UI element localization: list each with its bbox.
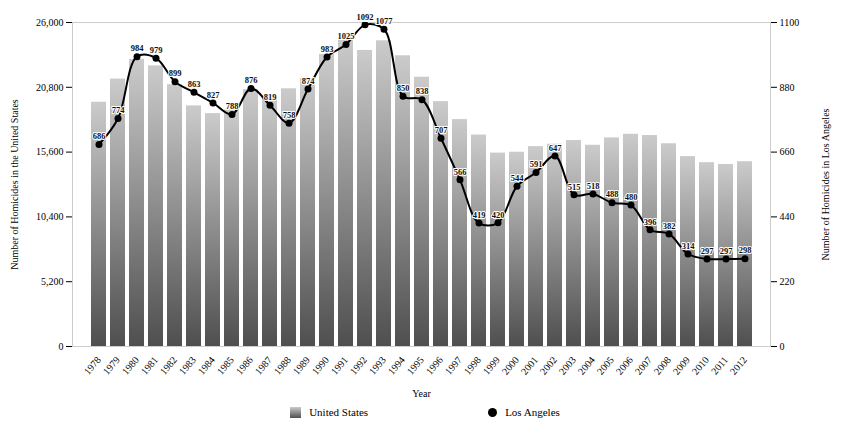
svg-text:10,400: 10,400 <box>36 211 64 222</box>
svg-text:874: 874 <box>302 76 316 86</box>
svg-text:2002: 2002 <box>538 354 559 376</box>
svg-text:15,600: 15,600 <box>36 146 64 157</box>
svg-text:5,200: 5,200 <box>41 276 64 287</box>
svg-text:297: 297 <box>720 246 734 256</box>
svg-text:297: 297 <box>701 246 715 256</box>
svg-text:827: 827 <box>207 90 221 100</box>
svg-text:1989: 1989 <box>291 354 312 376</box>
svg-text:26,000: 26,000 <box>36 17 64 28</box>
svg-text:2001: 2001 <box>519 354 540 376</box>
svg-text:707: 707 <box>435 125 449 135</box>
svg-text:480: 480 <box>625 192 638 202</box>
svg-text:1992: 1992 <box>348 354 369 376</box>
svg-text:1025: 1025 <box>338 31 355 41</box>
svg-text:1995: 1995 <box>405 354 426 376</box>
svg-text:2011: 2011 <box>709 354 730 376</box>
svg-text:591: 591 <box>530 159 543 169</box>
svg-text:774: 774 <box>112 105 126 115</box>
svg-text:850: 850 <box>397 83 410 93</box>
svg-text:876: 876 <box>245 75 258 85</box>
svg-text:2008: 2008 <box>652 354 673 376</box>
svg-text:979: 979 <box>150 45 163 55</box>
svg-text:420: 420 <box>492 210 505 220</box>
svg-text:515: 515 <box>568 182 581 192</box>
svg-text:2003: 2003 <box>557 354 578 376</box>
svg-text:819: 819 <box>264 92 277 102</box>
svg-text:1984: 1984 <box>196 354 217 376</box>
svg-text:Year: Year <box>412 388 431 399</box>
svg-text:544: 544 <box>511 173 525 183</box>
svg-text:2007: 2007 <box>633 354 654 376</box>
html-text:United States: United States <box>309 406 369 418</box>
svg-text:1996: 1996 <box>424 354 445 376</box>
svg-text:863: 863 <box>188 79 201 89</box>
svg-text:1994: 1994 <box>386 354 407 376</box>
svg-text:1980: 1980 <box>120 354 141 376</box>
svg-text:758: 758 <box>283 110 296 120</box>
svg-text:518: 518 <box>587 181 600 191</box>
svg-text:899: 899 <box>169 68 182 78</box>
svg-text:660: 660 <box>780 146 795 157</box>
svg-text:1987: 1987 <box>253 354 274 376</box>
svg-text:880: 880 <box>780 82 795 93</box>
svg-text:1100: 1100 <box>780 17 800 28</box>
svg-text:1092: 1092 <box>357 12 374 22</box>
svg-text:1985: 1985 <box>215 354 236 376</box>
svg-text:298: 298 <box>739 245 752 255</box>
svg-text:838: 838 <box>416 86 429 96</box>
svg-text:440: 440 <box>780 211 795 222</box>
svg-text:984: 984 <box>131 43 145 53</box>
svg-text:Number of Homicides in the Uni: Number of Homicides in the United States <box>9 99 20 270</box>
svg-text:1991: 1991 <box>329 354 350 376</box>
svg-text:788: 788 <box>226 101 239 111</box>
svg-text:1997: 1997 <box>443 354 464 376</box>
svg-text:2009: 2009 <box>671 354 692 376</box>
svg-text:2000: 2000 <box>500 354 521 376</box>
svg-text:2004: 2004 <box>576 354 597 376</box>
svg-text:488: 488 <box>606 189 619 199</box>
svg-text:1990: 1990 <box>310 354 331 376</box>
svg-text:Number of Homicides in Los Ang: Number of Homicides in Los Angeles <box>820 108 831 260</box>
svg-text:566: 566 <box>454 167 467 177</box>
svg-text:1981: 1981 <box>139 354 160 376</box>
svg-text:1993: 1993 <box>367 354 388 376</box>
svg-text:1077: 1077 <box>376 16 394 26</box>
svg-text:419: 419 <box>473 210 486 220</box>
svg-text:314: 314 <box>682 241 696 251</box>
svg-text:2006: 2006 <box>614 354 635 376</box>
svg-text:0: 0 <box>59 341 64 352</box>
svg-text:1998: 1998 <box>462 354 483 376</box>
svg-text:686: 686 <box>93 131 106 141</box>
html-text:Los Angeles: Los Angeles <box>505 406 560 418</box>
svg-text:1982: 1982 <box>158 354 179 376</box>
svg-text:220: 220 <box>780 276 795 287</box>
svg-text:1986: 1986 <box>234 354 255 376</box>
svg-text:0: 0 <box>780 341 785 352</box>
svg-text:382: 382 <box>663 221 676 231</box>
svg-text:1978: 1978 <box>82 354 103 376</box>
svg-text:1988: 1988 <box>272 354 293 376</box>
svg-text:396: 396 <box>644 217 657 227</box>
svg-text:2012: 2012 <box>728 354 749 376</box>
svg-text:1983: 1983 <box>177 354 198 376</box>
svg-text:20,800: 20,800 <box>36 82 64 93</box>
svg-text:1999: 1999 <box>481 354 502 376</box>
svg-text:983: 983 <box>321 44 334 54</box>
svg-text:647: 647 <box>549 143 563 153</box>
svg-text:2010: 2010 <box>690 354 711 376</box>
svg-text:1979: 1979 <box>101 354 122 376</box>
svg-text:2005: 2005 <box>595 354 616 376</box>
